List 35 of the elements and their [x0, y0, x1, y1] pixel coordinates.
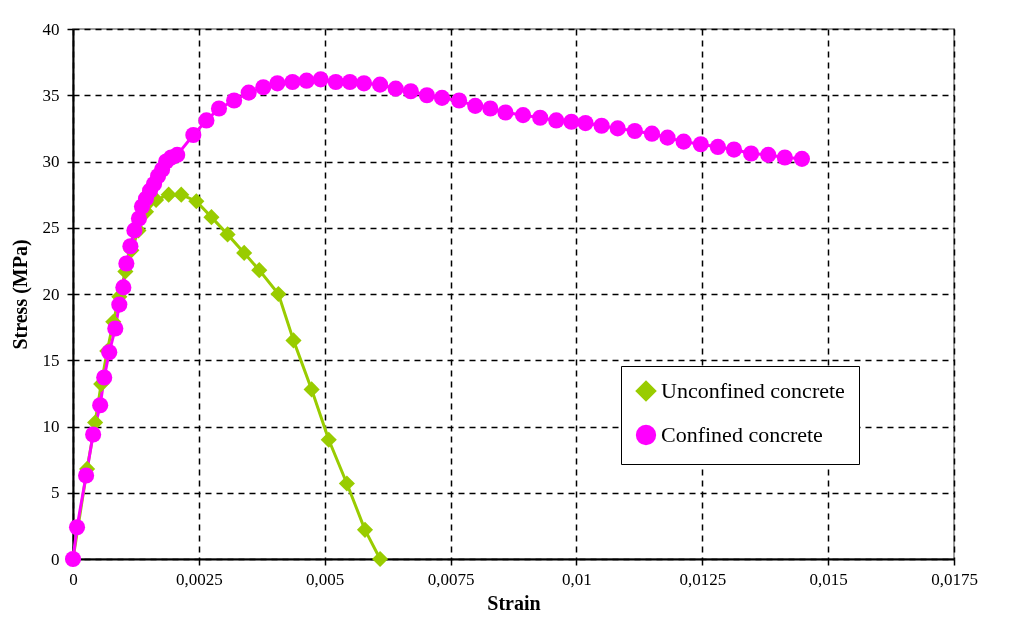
y-axis-title: Stress (MPa) [8, 239, 32, 350]
y-tick-label: 25 [42, 218, 60, 238]
y-tick-label: 15 [42, 350, 60, 370]
legend-label: Unconfined concrete [661, 378, 845, 403]
point [251, 262, 268, 279]
point [356, 521, 374, 538]
point [303, 381, 320, 398]
x-axis-title: Strain [487, 591, 541, 614]
point [236, 244, 253, 261]
point [320, 431, 337, 448]
point [203, 209, 220, 226]
point [338, 475, 355, 492]
y-tick-label: 5 [51, 483, 60, 503]
point [372, 550, 389, 568]
x-tick-label: 0,0025 [175, 569, 223, 589]
point [219, 226, 236, 243]
x-tick-label: 0,0125 [679, 569, 727, 589]
x-tick-label: 0 [69, 569, 78, 589]
y-tick-label: 35 [42, 85, 60, 105]
x-tick-label: 0,01 [562, 569, 592, 589]
point [285, 332, 302, 349]
x-tick-label: 0,005 [306, 569, 345, 589]
point [173, 186, 190, 203]
x-tick-label: 0,0075 [427, 569, 475, 589]
y-tick-label: 20 [42, 284, 60, 304]
y-tick-label: 40 [42, 19, 60, 39]
y-tick-label: 10 [42, 417, 60, 436]
y-tick-label: 30 [42, 152, 60, 171]
point [270, 285, 287, 303]
x-tick-label: 0,0175 [931, 569, 978, 589]
x-tick-label: 0,015 [809, 569, 848, 589]
y-tick-label: 0 [51, 549, 60, 569]
legend-label: Confined concrete [661, 422, 823, 447]
point [188, 193, 205, 210]
point [160, 186, 177, 203]
